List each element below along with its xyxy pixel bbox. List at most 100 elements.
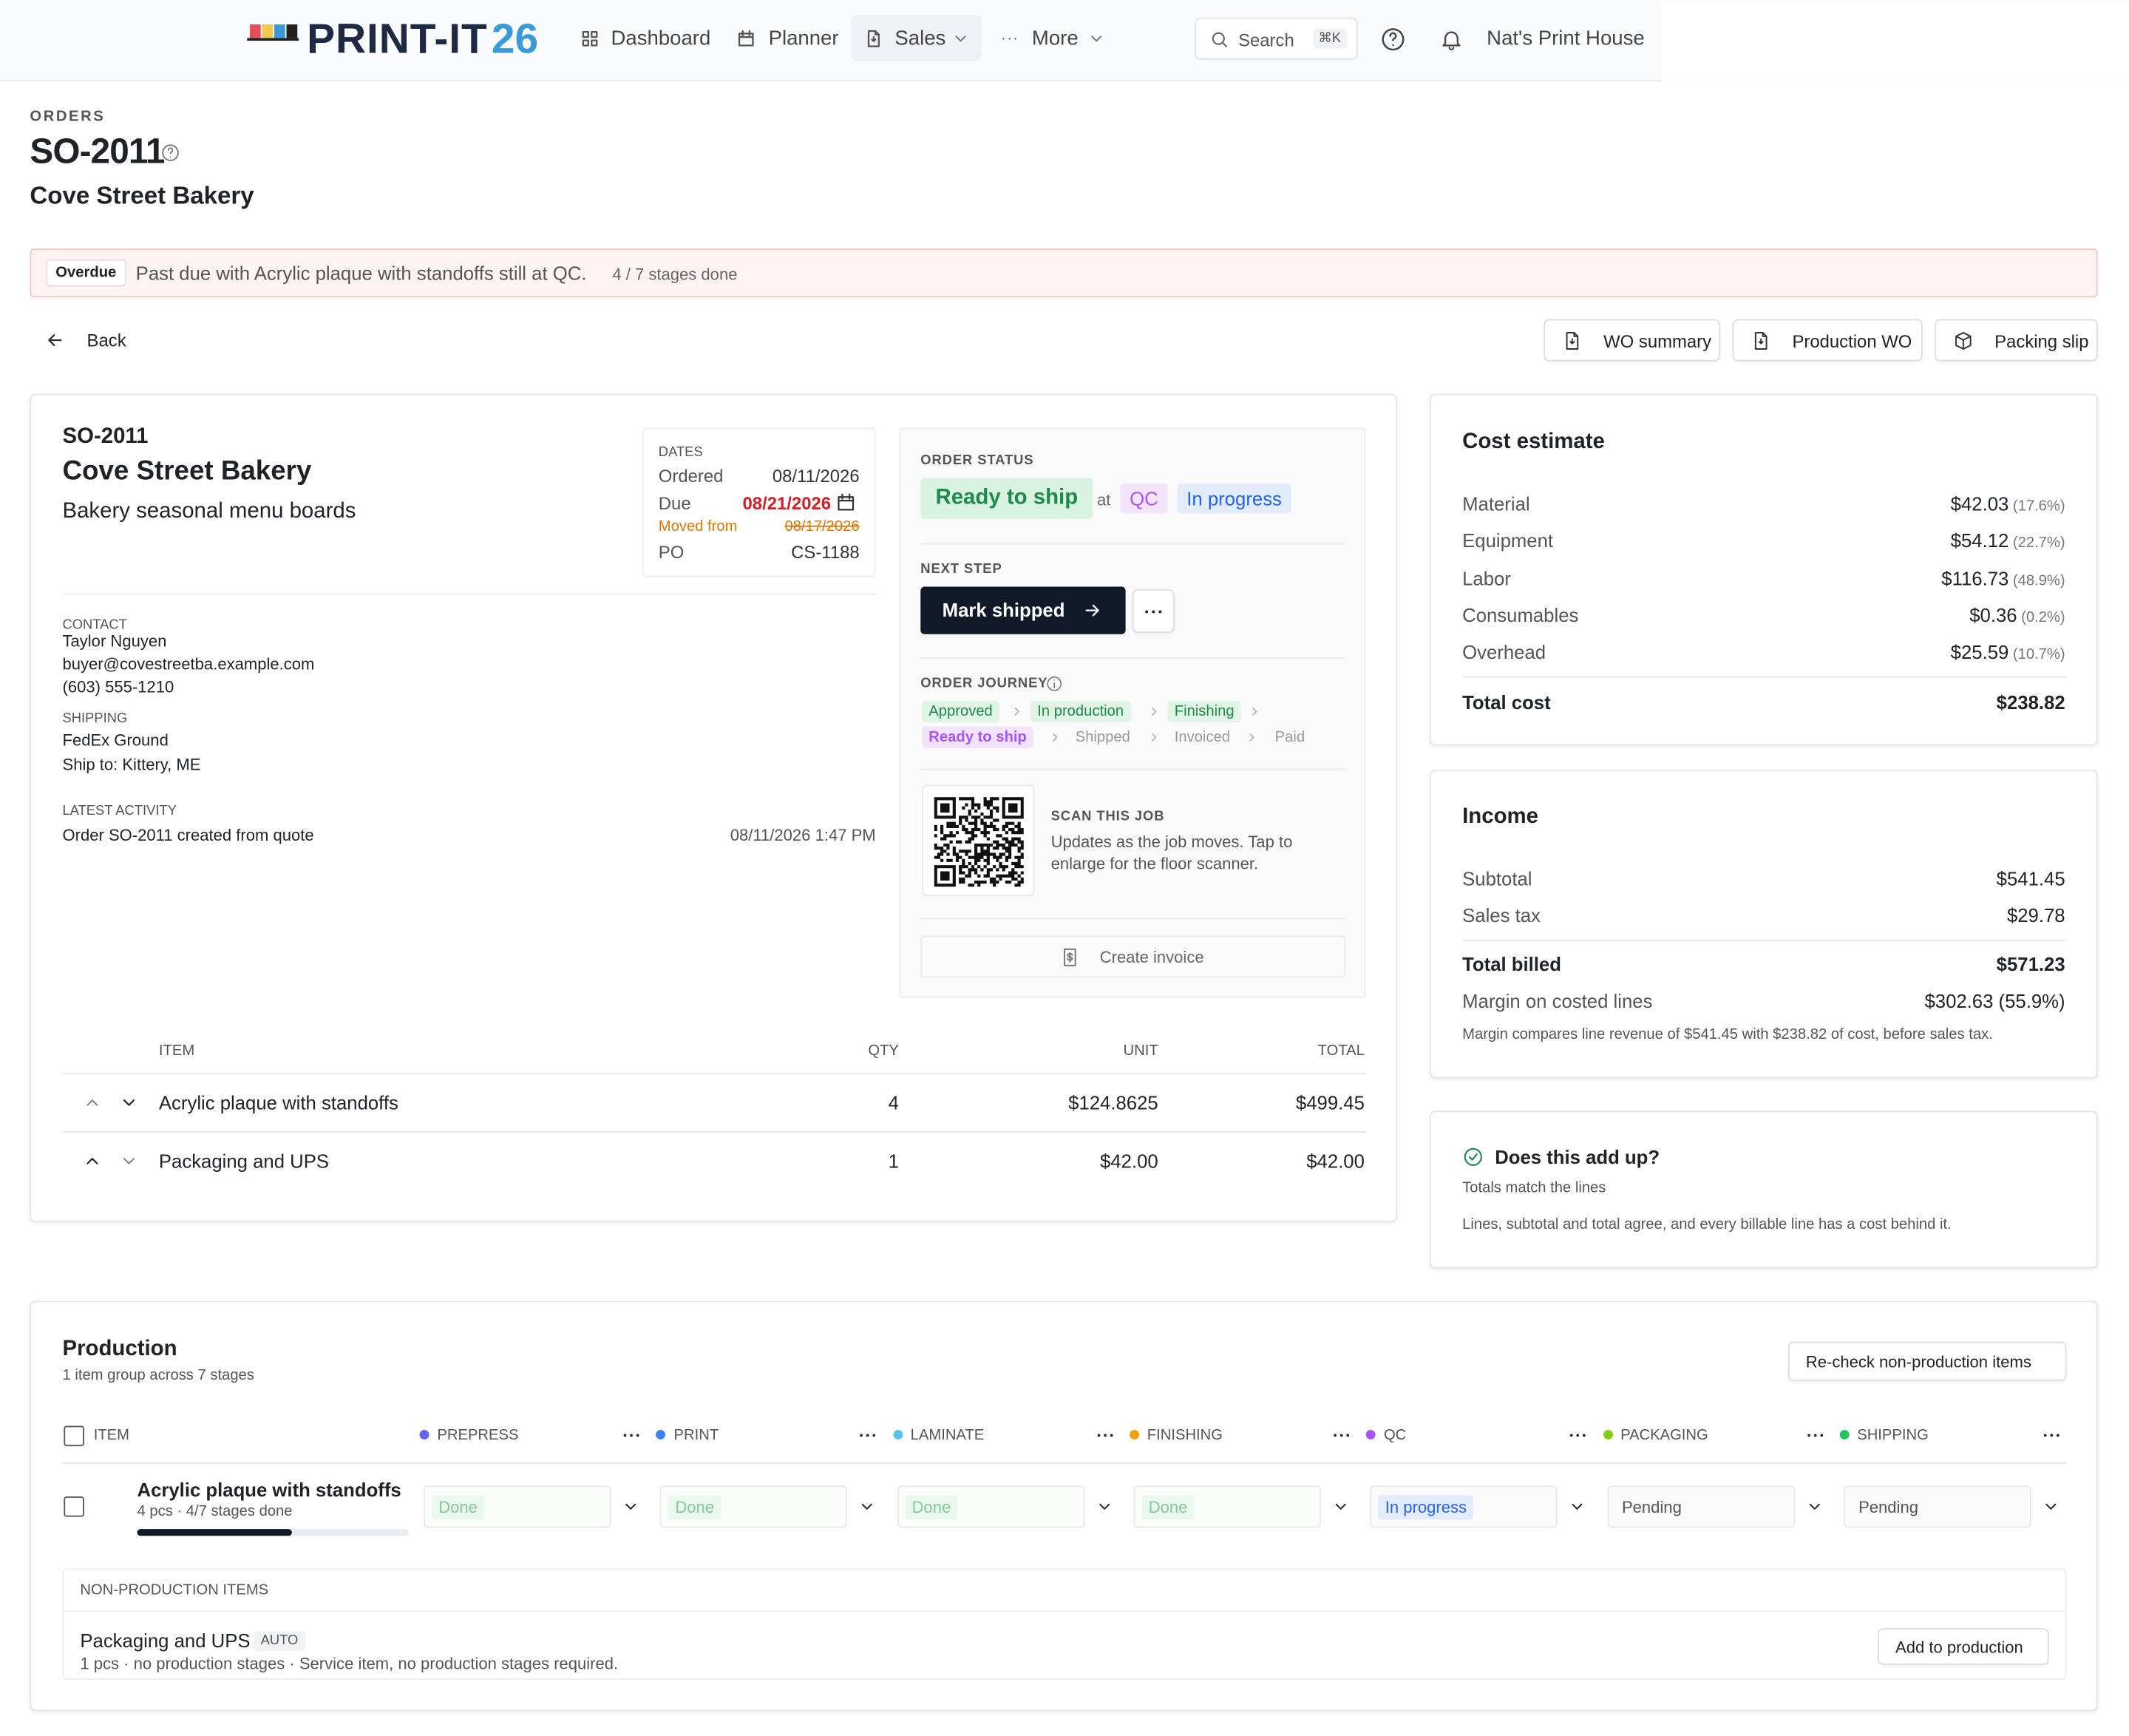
logo-swatch bbox=[286, 24, 298, 38]
back-icon bbox=[48, 334, 62, 347]
section-label: ORDER JOURNEY bbox=[920, 676, 1048, 691]
stage-dot bbox=[1129, 1430, 1139, 1440]
column-header: QTY bbox=[868, 1042, 899, 1059]
divider bbox=[920, 543, 1346, 545]
amount: $42.03 bbox=[1950, 492, 2009, 515]
arrow-icon-shape bbox=[1085, 604, 1099, 617]
cost-label: Labor bbox=[1462, 566, 1511, 589]
detail-text: Taylor Nguyen bbox=[62, 631, 167, 651]
divider bbox=[920, 657, 1346, 659]
status-select[interactable]: Pending bbox=[1606, 1485, 1795, 1528]
status-select[interactable]: Done bbox=[660, 1485, 848, 1528]
detail-text: Order SO-2011 created from quote bbox=[62, 825, 314, 845]
move-up bbox=[86, 1158, 98, 1164]
journey-step: Finishing bbox=[1167, 700, 1241, 723]
action-button[interactable]: Production WO bbox=[1732, 319, 1923, 362]
help-icon bbox=[162, 144, 179, 161]
chevron bbox=[1335, 1503, 1346, 1510]
status-select[interactable]: Done bbox=[424, 1485, 611, 1528]
more-button[interactable] bbox=[1132, 589, 1175, 633]
qr-box bbox=[922, 784, 1035, 897]
progress-track bbox=[137, 1529, 409, 1536]
item-cell: $499.45 bbox=[1295, 1091, 1365, 1114]
income-label: Subtotal bbox=[1462, 867, 1532, 890]
qr-cells bbox=[934, 797, 1024, 887]
share: (48.9%) bbox=[2012, 572, 2065, 589]
income-card: Income Subtotal $541.45 Sales tax $29.78 Tota… bbox=[1430, 770, 2098, 1079]
item-cell: $42.00 bbox=[1100, 1150, 1158, 1173]
divider bbox=[920, 918, 1346, 920]
chevron-shape bbox=[1572, 1503, 1583, 1510]
stage-name: LAMINATE bbox=[910, 1427, 985, 1444]
journey-step: Approved bbox=[922, 700, 999, 723]
item-cell: Packaging and UPS bbox=[158, 1150, 330, 1173]
add-button[interactable]: Add to production bbox=[1878, 1628, 2049, 1665]
nav-item[interactable]: Planner bbox=[768, 27, 839, 50]
action-button[interactable]: Packing slip bbox=[1935, 319, 2098, 362]
cost-value: $54.12 (22.7%) bbox=[1951, 530, 2065, 552]
badge: Overdue bbox=[46, 259, 126, 287]
share: (22.7%) bbox=[2012, 535, 2065, 552]
invoice-icon bbox=[1063, 948, 1076, 966]
search-box[interactable]: Search ⌘K bbox=[1195, 17, 1358, 60]
journey-step: In production bbox=[1030, 700, 1131, 723]
nav-item[interactable]: Dashboard bbox=[611, 27, 711, 50]
chevron-shape bbox=[1152, 708, 1157, 716]
card-title: Does this add up? bbox=[1495, 1146, 1660, 1168]
total-label: Total billed bbox=[1462, 953, 1561, 975]
chevron-shape bbox=[1152, 733, 1157, 742]
primary-button[interactable]: Mark shipped bbox=[920, 586, 1126, 634]
action-button[interactable]: WO summary bbox=[1544, 319, 1721, 362]
section-label: LATEST ACTIVITY bbox=[62, 804, 177, 819]
chevron-shape bbox=[1252, 708, 1257, 716]
cost-label: Overhead bbox=[1462, 641, 1546, 663]
nav-item[interactable]: More bbox=[1031, 27, 1079, 50]
status-select[interactable]: In progress bbox=[1370, 1485, 1558, 1528]
non-production: NON-PRODUCTION ITEMS Packaging and UPS AUT… bbox=[62, 1568, 2067, 1680]
checkbox[interactable] bbox=[64, 1496, 84, 1517]
chevron-shape bbox=[955, 35, 966, 42]
stage-name: FINISHING bbox=[1147, 1427, 1223, 1444]
column-header: TOTAL bbox=[1317, 1042, 1365, 1059]
invoice-button[interactable]: Create invoice bbox=[920, 935, 1346, 978]
back-link[interactable]: Back bbox=[86, 330, 126, 350]
eyebrow: ORDERS bbox=[30, 108, 106, 125]
move-up bbox=[86, 1099, 98, 1106]
alert: Overdue Past due with Acrylic plaque with… bbox=[30, 248, 2098, 298]
status-select[interactable]: Done bbox=[1133, 1485, 1321, 1528]
alert-message: Past due with Acrylic plaque with stando… bbox=[135, 262, 587, 284]
journey-step: Shipped bbox=[1075, 729, 1130, 746]
customer: Cove Street Bakery bbox=[30, 182, 254, 209]
row-meta: 4 pcs · 4/7 stages done bbox=[137, 1503, 293, 1520]
stage-name: PACKAGING bbox=[1620, 1427, 1708, 1444]
nav-item[interactable]: Sales bbox=[894, 27, 946, 50]
brand-number: 26 bbox=[491, 15, 539, 63]
amount: $116.73 bbox=[1941, 566, 2009, 589]
status-value: In progress bbox=[1378, 1495, 1474, 1520]
account[interactable]: Nat's Print House bbox=[1487, 27, 1645, 50]
stage-name: QC bbox=[1383, 1427, 1407, 1444]
chevron bbox=[1091, 35, 1102, 42]
chevron-shape bbox=[1335, 1503, 1346, 1510]
chevron-shape bbox=[2045, 1503, 2056, 1510]
section-label: ORDER STATUS bbox=[920, 453, 1034, 469]
chevron bbox=[625, 1503, 636, 1510]
cost-label: Equipment bbox=[1462, 529, 1554, 552]
status-select[interactable]: Done bbox=[897, 1485, 1084, 1528]
divider bbox=[62, 1462, 2067, 1464]
cost-card: Cost estimate Material $42.03 (17.6%) Equipm… bbox=[1430, 393, 2098, 746]
item-cell: 4 bbox=[888, 1091, 899, 1114]
checkbox[interactable] bbox=[64, 1425, 84, 1447]
progress-fill bbox=[137, 1529, 292, 1536]
date-label: Ordered bbox=[658, 465, 724, 486]
status-select[interactable]: Pending bbox=[1843, 1485, 2031, 1528]
journey-step: Invoiced bbox=[1174, 729, 1231, 746]
total-value: $571.23 bbox=[1996, 953, 2065, 975]
date-label: Due bbox=[658, 492, 691, 514]
recheck-button[interactable]: Re-check non-production items bbox=[1787, 1341, 2067, 1381]
status-at: at bbox=[1097, 490, 1111, 509]
share: (0.2%) bbox=[2021, 609, 2065, 626]
nav-blank bbox=[1662, 5, 2129, 82]
button-label: Add to production bbox=[1895, 1638, 2023, 1657]
